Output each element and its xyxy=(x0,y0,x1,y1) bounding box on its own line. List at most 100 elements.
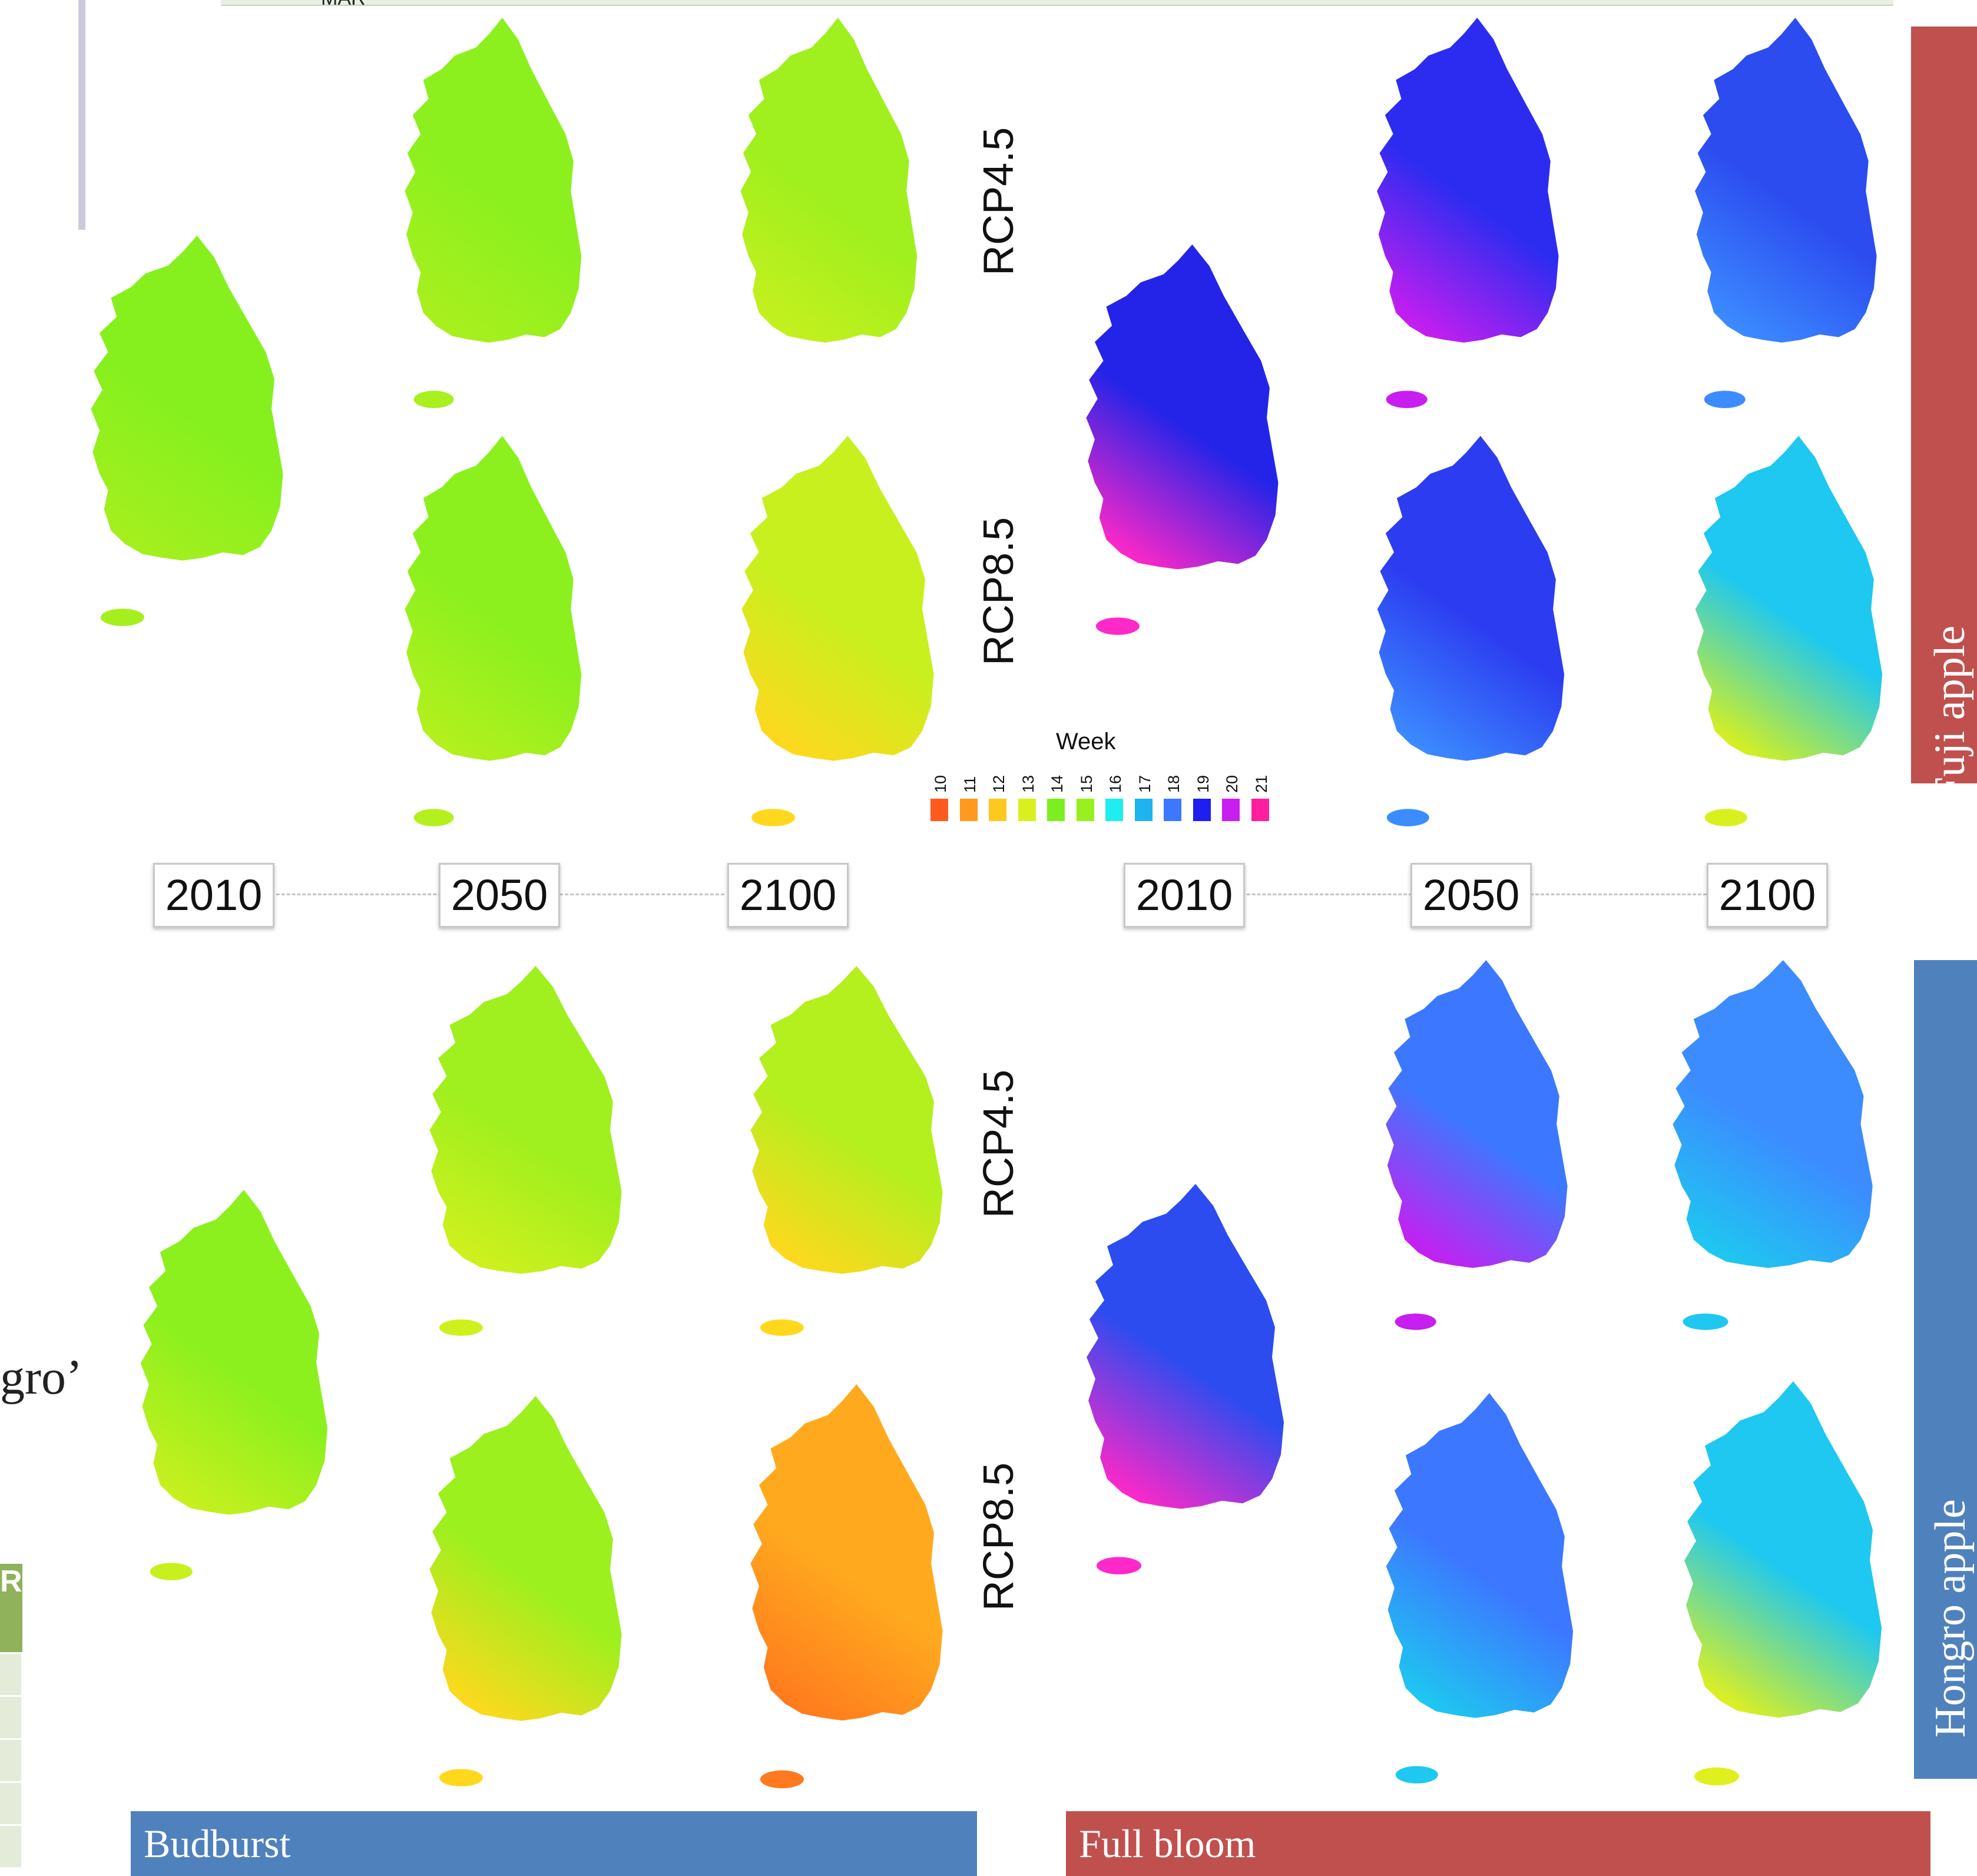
legend-week-label: 12 xyxy=(990,775,1008,793)
hongro-apple-label: Hongro apple xyxy=(1926,1499,1975,1738)
mainland-shape xyxy=(1673,960,1873,1268)
legend-week-label: 15 xyxy=(1077,775,1095,793)
legend-swatch-12 xyxy=(989,799,1006,821)
legend-swatch-21 xyxy=(1251,799,1269,821)
legend-swatch-13 xyxy=(1018,799,1036,821)
budburst-bar: Budburst xyxy=(131,1811,977,1876)
jeju-island xyxy=(760,1770,804,1789)
top-table-strip xyxy=(221,0,1893,6)
left-table-head-text: R xyxy=(0,1564,22,1599)
legend-swatch-10 xyxy=(930,799,948,821)
map-fuji-budburst-2010 xyxy=(91,236,283,626)
map-fuji-fullbloom-rcp85-2100 xyxy=(1695,436,1883,826)
jeju-island xyxy=(1683,1313,1728,1330)
left-table-cell xyxy=(0,1697,21,1740)
map-hongro-budburst-rcp85-2050 xyxy=(429,1396,622,1786)
left-table-cell xyxy=(0,1654,21,1697)
jeju-island xyxy=(1395,1766,1438,1784)
map-hongro-fullbloom-2010 xyxy=(1087,1184,1284,1574)
legend-week-label: 18 xyxy=(1165,775,1183,793)
map-hongro-budburst-rcp45-2050 xyxy=(429,966,622,1336)
mainland-shape xyxy=(1695,436,1883,761)
mainland-shape xyxy=(1377,436,1565,761)
map-hongro-budburst-rcp45-2100 xyxy=(750,966,943,1336)
mainland-shape xyxy=(750,966,943,1274)
fuji-apple-label: Fuji apple xyxy=(1926,625,1974,801)
year-label-2010: 2010 xyxy=(153,863,274,928)
mainland-shape xyxy=(1695,18,1877,343)
mainland-shape xyxy=(1377,18,1559,343)
legend-swatch-14 xyxy=(1047,799,1065,821)
legend-title: Week xyxy=(1056,729,1116,755)
left-table-head: R xyxy=(0,1564,22,1652)
year-connector xyxy=(1241,894,1412,895)
jeju-island xyxy=(1704,809,1747,826)
legend-swatch-18 xyxy=(1164,799,1181,821)
mainland-shape xyxy=(740,18,918,343)
jeju-island xyxy=(751,809,795,826)
jeju-island xyxy=(439,1769,483,1786)
partial-cultivar-text: gro’ xyxy=(0,1350,82,1405)
map-fuji-budburst-rcp85-2050 xyxy=(405,436,582,826)
year-connector xyxy=(559,894,724,895)
jeju-island xyxy=(1386,809,1429,826)
year-label-2050: 2050 xyxy=(1410,863,1532,928)
mainland-shape xyxy=(405,436,582,761)
jeju-island xyxy=(1704,391,1746,408)
year-label-2010: 2010 xyxy=(1124,863,1245,928)
legend-week-label: 17 xyxy=(1135,775,1154,793)
mainland-shape xyxy=(429,966,622,1274)
mainland-shape xyxy=(750,1384,943,1721)
map-hongro-fullbloom-rcp85-2050 xyxy=(1386,1393,1574,1784)
mainland-shape xyxy=(1386,1393,1574,1718)
rcp85-label-bottom: RCP8.5 xyxy=(975,1462,1022,1611)
mainland-shape xyxy=(429,1396,622,1721)
jeju-island xyxy=(413,809,454,826)
jeju-island xyxy=(1694,1767,1739,1786)
legend-week-label: 13 xyxy=(1019,775,1037,793)
jeju-island xyxy=(439,1319,483,1336)
jeju-island xyxy=(150,1563,193,1580)
map-hongro-budburst-rcp85-2100 xyxy=(750,1384,943,1789)
jeju-island xyxy=(1097,1557,1141,1574)
year-connector xyxy=(271,894,442,895)
map-hongro-fullbloom-rcp45-2100 xyxy=(1673,960,1873,1330)
legend-week-label: 19 xyxy=(1194,775,1212,793)
legend-swatch-17 xyxy=(1134,799,1153,821)
mainland-shape xyxy=(140,1190,328,1515)
legend-week-label: 10 xyxy=(932,775,949,793)
jeju-island xyxy=(413,391,454,408)
map-fuji-budburst-rcp45-2100 xyxy=(740,18,918,343)
rcp85-label-top: RCP8.5 xyxy=(975,517,1022,666)
map-fuji-budburst-rcp45-2050 xyxy=(405,18,582,408)
legend-week-label: 14 xyxy=(1048,775,1066,793)
map-fuji-fullbloom-2010 xyxy=(1086,244,1279,635)
legend-week-label: 20 xyxy=(1223,775,1241,793)
map-hongro-budburst-2010 xyxy=(140,1190,328,1580)
year-label-2100: 2100 xyxy=(727,863,849,928)
year-label-2050: 2050 xyxy=(439,863,560,928)
map-fuji-fullbloom-rcp45-2050 xyxy=(1377,18,1559,408)
mainland-shape xyxy=(1386,960,1568,1268)
rcp45-label-bottom: RCP4.5 xyxy=(975,1069,1022,1218)
legend-week-label: 11 xyxy=(961,776,979,793)
top-strip-label: MAR xyxy=(321,0,366,10)
mainland-shape xyxy=(741,436,934,761)
jeju-island xyxy=(760,1319,804,1336)
legend-swatch-19 xyxy=(1193,799,1211,821)
left-divider xyxy=(78,0,85,230)
legend-swatch-20 xyxy=(1222,799,1240,821)
jeju-island xyxy=(1095,617,1140,635)
fuji-apple-bar: Fuji apple xyxy=(1911,27,1977,801)
jeju-island xyxy=(1395,1313,1436,1330)
mainland-shape xyxy=(1684,1381,1882,1718)
jeju-island xyxy=(1386,391,1428,408)
jeju-island xyxy=(100,608,144,626)
map-hongro-fullbloom-rcp85-2100 xyxy=(1684,1381,1882,1786)
map-fuji-budburst-rcp85-2100 xyxy=(741,436,934,826)
mainland-shape xyxy=(405,18,582,343)
mainland-shape xyxy=(91,236,283,561)
legend-swatch-15 xyxy=(1076,799,1094,821)
legend-swatch-11 xyxy=(959,799,978,821)
map-hongro-fullbloom-rcp45-2050 xyxy=(1386,960,1568,1330)
